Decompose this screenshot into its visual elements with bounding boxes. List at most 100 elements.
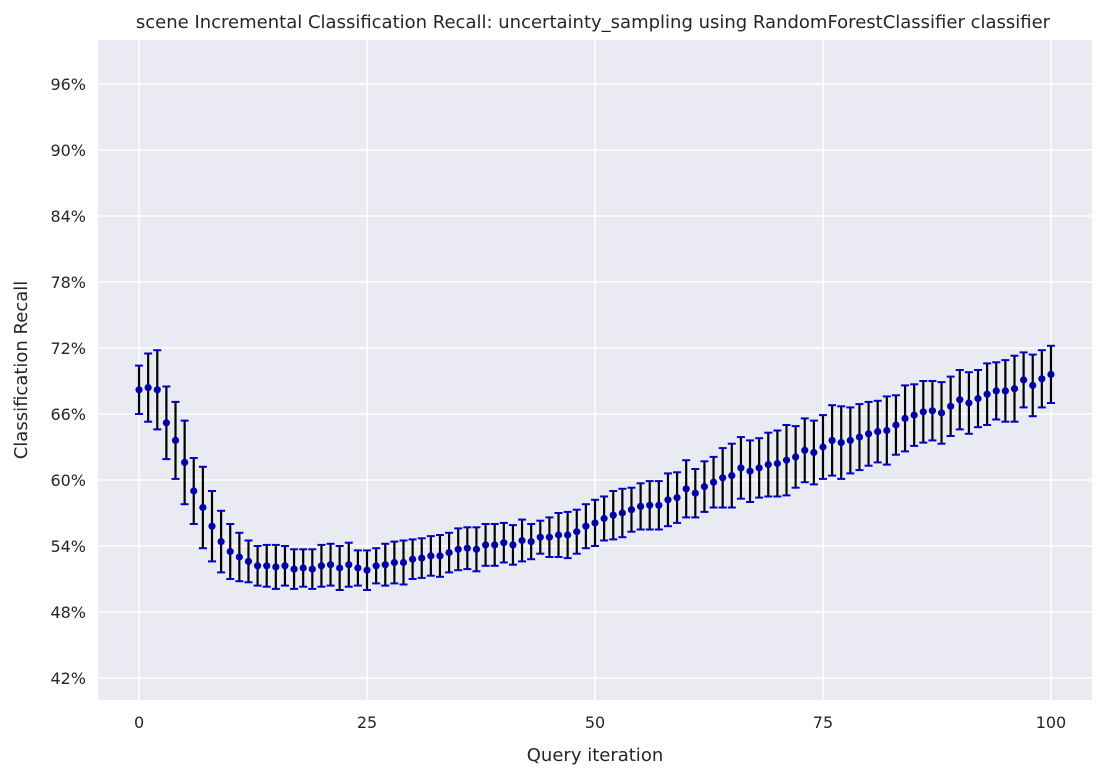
- data-point: [199, 503, 207, 512]
- data-point: [190, 487, 198, 495]
- data-point: [819, 443, 827, 451]
- data-point: [919, 408, 927, 416]
- data-point: [928, 407, 937, 415]
- data-point: [947, 402, 955, 410]
- data-point: [1029, 381, 1037, 389]
- data-point: [135, 386, 143, 394]
- data-point: [855, 433, 864, 441]
- data-point: [345, 561, 353, 569]
- data-point: [864, 430, 873, 438]
- x-tick-label: 100: [1036, 713, 1067, 732]
- y-tick-label: 60%: [50, 471, 86, 490]
- data-point: [764, 461, 772, 469]
- data-point: [445, 549, 453, 557]
- data-point: [655, 501, 663, 509]
- data-point: [974, 395, 982, 403]
- data-point: [290, 565, 298, 573]
- data-point: [454, 545, 462, 553]
- data-point: [263, 562, 271, 570]
- data-point: [910, 411, 918, 419]
- data-point: [226, 547, 234, 556]
- data-point: [901, 414, 909, 422]
- data-point: [491, 541, 499, 549]
- data-point: [673, 494, 681, 502]
- y-axis-ticks: 42% 48% 54% 60% 66% 72% 78% 84% 90% 96%: [50, 75, 86, 688]
- y-tick-label: 78%: [50, 273, 86, 292]
- data-point: [591, 519, 599, 527]
- data-point: [1047, 370, 1055, 378]
- data-point: [554, 531, 563, 539]
- data-point: [354, 564, 362, 572]
- data-point: [181, 458, 189, 466]
- data-point: [381, 561, 389, 569]
- data-point: [682, 485, 690, 493]
- data-point: [244, 557, 253, 566]
- y-tick-label: 48%: [50, 603, 86, 622]
- data-point: [937, 409, 946, 417]
- y-tick-label: 54%: [50, 537, 86, 556]
- data-point: [1001, 387, 1009, 395]
- chart-title: scene Incremental Classification Recall:…: [136, 12, 1051, 33]
- data-point: [500, 539, 508, 547]
- data-point: [326, 561, 335, 569]
- data-point: [573, 528, 581, 536]
- data-point: [564, 531, 572, 539]
- data-point: [171, 436, 180, 444]
- data-point: [409, 555, 417, 563]
- data-point: [235, 553, 243, 561]
- data-point: [709, 478, 718, 486]
- data-point: [1038, 375, 1046, 383]
- data-point: [418, 554, 426, 562]
- data-point: [755, 464, 763, 472]
- data-point: [281, 562, 289, 570]
- data-point: [399, 558, 408, 567]
- data-point: [883, 426, 891, 435]
- data-points: [135, 370, 1055, 574]
- x-axis-ticks: 0 25 50 75 100: [134, 713, 1066, 732]
- data-point: [992, 387, 1000, 395]
- x-tick-label: 50: [585, 713, 605, 732]
- data-point: [217, 538, 225, 546]
- data-point: [372, 562, 380, 570]
- data-point: [390, 558, 398, 567]
- y-axis-label: Classification Recall: [11, 281, 32, 460]
- data-point: [299, 564, 307, 572]
- data-point: [509, 541, 517, 549]
- data-point: [536, 533, 544, 541]
- data-point: [1010, 385, 1019, 393]
- data-point: [609, 511, 617, 519]
- data-point: [336, 564, 344, 572]
- data-point: [545, 533, 554, 541]
- data-point: [153, 386, 161, 394]
- data-point: [363, 566, 371, 574]
- data-point: [481, 541, 490, 549]
- data-point: [208, 522, 216, 530]
- data-point: [965, 399, 973, 407]
- data-point: [600, 514, 608, 523]
- y-tick-label: 90%: [50, 141, 86, 160]
- data-point: [837, 439, 845, 447]
- y-tick-label: 84%: [50, 207, 86, 226]
- data-point: [463, 544, 471, 552]
- data-point: [874, 428, 882, 436]
- data-point: [956, 396, 964, 404]
- data-point: [846, 436, 854, 444]
- data-point: [582, 522, 590, 530]
- data-point: [664, 496, 672, 504]
- x-tick-label: 25: [357, 713, 377, 732]
- data-point: [636, 502, 645, 510]
- data-point: [618, 509, 626, 517]
- data-point: [527, 538, 535, 546]
- data-point: [700, 483, 709, 491]
- data-point: [728, 472, 736, 480]
- x-tick-label: 75: [813, 713, 833, 732]
- data-point: [472, 545, 481, 553]
- y-tick-label: 66%: [50, 405, 86, 424]
- data-point: [773, 459, 781, 468]
- data-point: [427, 552, 435, 560]
- data-point: [162, 419, 170, 427]
- data-point: [518, 536, 526, 545]
- data-point: [792, 453, 800, 461]
- data-point: [691, 489, 699, 497]
